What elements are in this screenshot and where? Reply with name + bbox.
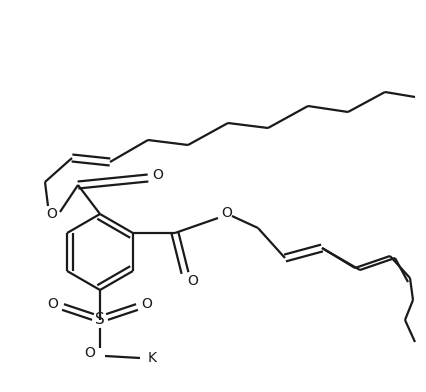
Text: O: O: [222, 206, 233, 220]
Text: O: O: [187, 274, 199, 288]
Text: S: S: [95, 312, 105, 327]
Text: O: O: [141, 297, 153, 311]
Text: O: O: [46, 207, 58, 221]
Text: K: K: [147, 351, 156, 365]
Text: O: O: [153, 168, 164, 182]
Text: O: O: [85, 346, 95, 360]
Text: O: O: [48, 297, 58, 311]
